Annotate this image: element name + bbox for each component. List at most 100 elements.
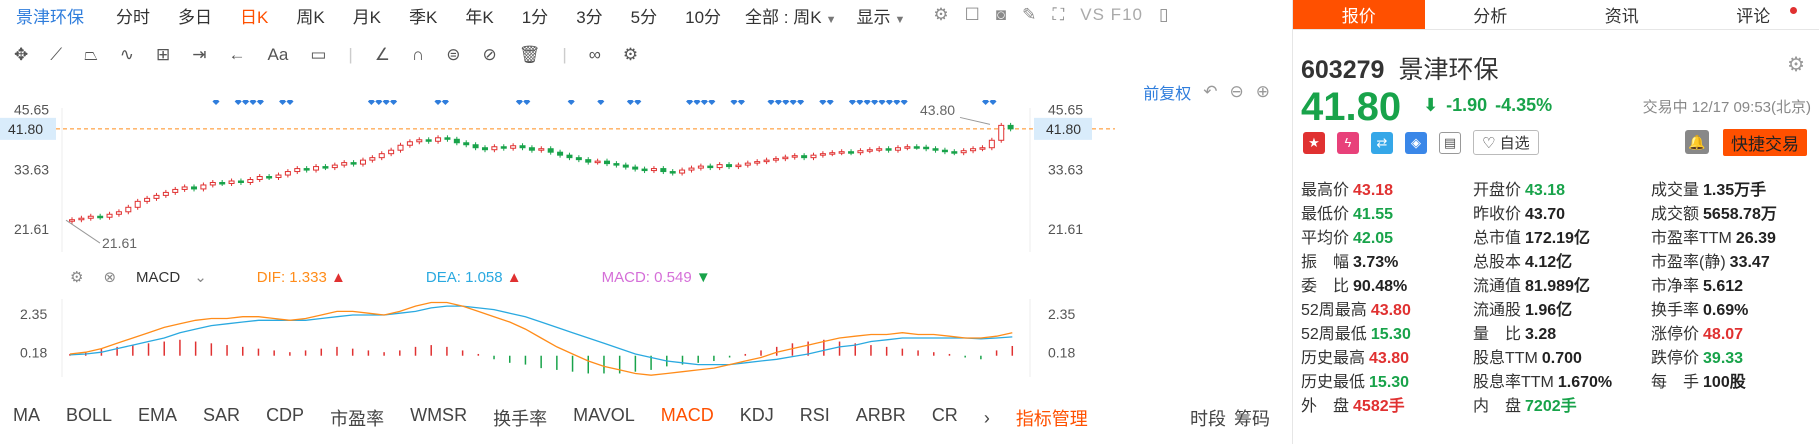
note-icon[interactable]: ▤ — [1439, 131, 1461, 154]
zoom-in-icon[interactable]: ⊕ — [1255, 82, 1270, 101]
signal-marker — [523, 100, 531, 106]
tab-news[interactable]: 资讯 — [1604, 7, 1639, 26]
period-tab[interactable]: 年K — [465, 7, 494, 27]
undo-icon[interactable]: ↶ — [1203, 82, 1218, 101]
indicator-tab[interactable]: 换手率 — [493, 409, 548, 429]
indicator-tab[interactable]: CR — [931, 405, 958, 425]
indicator-manage-button[interactable]: 指标管理 — [1015, 409, 1088, 429]
link-icon[interactable]: ∞ — [588, 45, 601, 64]
signal-marker — [686, 100, 694, 106]
period-tab[interactable]: 分时 — [116, 7, 150, 27]
indicator-tab[interactable]: KDJ — [739, 405, 774, 425]
candle-body — [960, 150, 967, 154]
angle-tool-icon[interactable]: ∠ — [374, 45, 391, 64]
period-tab[interactable]: 1分 — [521, 7, 549, 27]
magnet-icon[interactable]: ∩ — [412, 45, 425, 64]
comment-tool-icon[interactable]: ▭ — [310, 45, 327, 64]
candle-body — [782, 156, 789, 160]
bell-icon[interactable]: 🔔 — [1685, 130, 1709, 154]
stat-label: 平均价 — [1301, 230, 1350, 247]
candle-body — [848, 151, 855, 154]
quick-trade-button[interactable]: 快捷交易 — [1723, 129, 1807, 156]
candle-body — [622, 164, 629, 168]
period-tab[interactable]: 月K — [352, 7, 382, 27]
tab-analysis[interactable]: 分析 — [1473, 7, 1508, 26]
period-tab[interactable]: 10分 — [685, 7, 722, 27]
channel-tool-icon[interactable]: ⏢ — [84, 45, 98, 64]
settings-icon[interactable]: ⚙ — [933, 5, 949, 24]
macd-chart[interactable]: 2.35 2.35 0.18 0.18 — [0, 295, 1290, 380]
stock-code: 603279 — [1301, 56, 1385, 84]
vs-f10-button[interactable]: VS F10 — [1080, 5, 1143, 24]
indicator-tab[interactable]: WMSR — [410, 405, 468, 425]
close-icon[interactable]: ⊗ — [103, 269, 117, 286]
panel-toggle-icon[interactable]: ▯ — [1158, 5, 1169, 24]
fib-tool-icon[interactable]: ⊞ — [156, 45, 171, 64]
tag-icon[interactable]: ◈ — [1405, 131, 1427, 154]
indicator-tab[interactable]: MA — [13, 405, 40, 425]
stat-value: 0.700 — [1541, 350, 1582, 367]
stat-label: 历史最高 — [1301, 350, 1366, 367]
indicator-tab[interactable]: BOLL — [66, 405, 113, 425]
signal-marker — [730, 100, 738, 106]
period-tab[interactable]: 多日 — [178, 7, 212, 27]
tab-comments[interactable]: 评论 — [1688, 0, 1819, 29]
period-tab[interactable]: 周K — [296, 7, 325, 27]
chevron-down-icon[interactable]: ⌄ — [194, 269, 207, 286]
fullscreen-icon[interactable]: ⛶ — [1052, 5, 1065, 24]
range-select[interactable]: 全部 : 周K ▼ — [745, 7, 837, 27]
indicator-tab[interactable]: EMA — [138, 405, 178, 425]
range-tool-icon[interactable]: ⇥ — [192, 45, 207, 64]
signal-marker — [782, 100, 790, 106]
period-tab[interactable]: 日K — [240, 7, 269, 27]
stat-label: 委 比 — [1301, 278, 1350, 295]
settings-icon[interactable]: ⚙ — [1787, 54, 1805, 76]
candle-body — [810, 154, 817, 159]
signal-marker — [212, 100, 220, 106]
period-tab[interactable]: 季K — [409, 7, 438, 27]
signal-marker — [797, 100, 805, 106]
indicator-tab[interactable]: SAR — [203, 405, 241, 425]
trash-icon[interactable]: 🗑 — [518, 45, 541, 64]
move-icon[interactable]: ✥ — [14, 45, 29, 64]
y-tick-right: 45.65 — [1048, 102, 1083, 118]
shuffle-icon[interactable]: ⇄ — [1371, 131, 1393, 154]
period-tab[interactable]: 5分 — [630, 7, 658, 27]
tab-quote[interactable]: 报价 — [1293, 0, 1425, 29]
indicator-tab[interactable]: 市盈率 — [330, 409, 385, 429]
watchlist-button[interactable]: ♡ 自选 — [1473, 130, 1539, 155]
signal-marker — [256, 100, 264, 106]
lightning-icon[interactable]: ϟ — [1337, 131, 1359, 154]
display-select[interactable]: 显示 ▼ — [856, 7, 906, 27]
camera-icon[interactable]: ◙ — [995, 5, 1007, 24]
line-tool-icon[interactable]: ⟋ — [50, 45, 63, 64]
settings-icon[interactable]: ⚙ — [622, 45, 639, 64]
high-marker: 43.80 — [920, 102, 955, 118]
indicator-tab[interactable]: MAVOL — [573, 405, 635, 425]
period-tab[interactable]: 3分 — [576, 7, 603, 27]
adjust-select[interactable]: 前复权 — [1143, 86, 1192, 103]
indicator-tab[interactable]: MACD — [660, 405, 714, 425]
lock-icon[interactable]: ⊜ — [446, 45, 461, 64]
more-indicators-icon[interactable]: › — [983, 407, 990, 428]
chart-style-icon[interactable]: ☐ — [964, 5, 980, 24]
indicator-tab[interactable]: ARBR — [855, 405, 906, 425]
candle-body — [200, 184, 207, 190]
arrow-tool-icon[interactable]: ← — [228, 45, 246, 64]
chips-button[interactable]: 筹码 — [1234, 409, 1270, 429]
pencil-icon[interactable]: ✎ — [1022, 5, 1037, 24]
indicator-tab[interactable]: CDP — [266, 405, 305, 425]
last-price: 41.80 — [1301, 85, 1402, 129]
text-tool-icon[interactable]: Aa — [267, 45, 289, 64]
settings-icon[interactable]: ⚙ — [70, 269, 84, 286]
period-button[interactable]: 时段 — [1190, 409, 1226, 429]
kline-chart[interactable]: 45.65 45.65 33.63 33.63 21.61 21.61 41.80 41.80… — [0, 100, 1290, 260]
indicator-tab[interactable]: RSI — [799, 405, 830, 425]
stock-name-link[interactable]: 景津环保 — [16, 7, 84, 27]
wave-tool-icon[interactable]: ∿ — [119, 45, 135, 64]
candle-body — [707, 165, 714, 169]
candle-body — [369, 157, 376, 161]
stat-value: 39.33 — [1703, 350, 1744, 367]
hide-icon[interactable]: ⊘ — [482, 45, 497, 64]
zoom-out-icon[interactable]: ⊖ — [1229, 82, 1244, 101]
